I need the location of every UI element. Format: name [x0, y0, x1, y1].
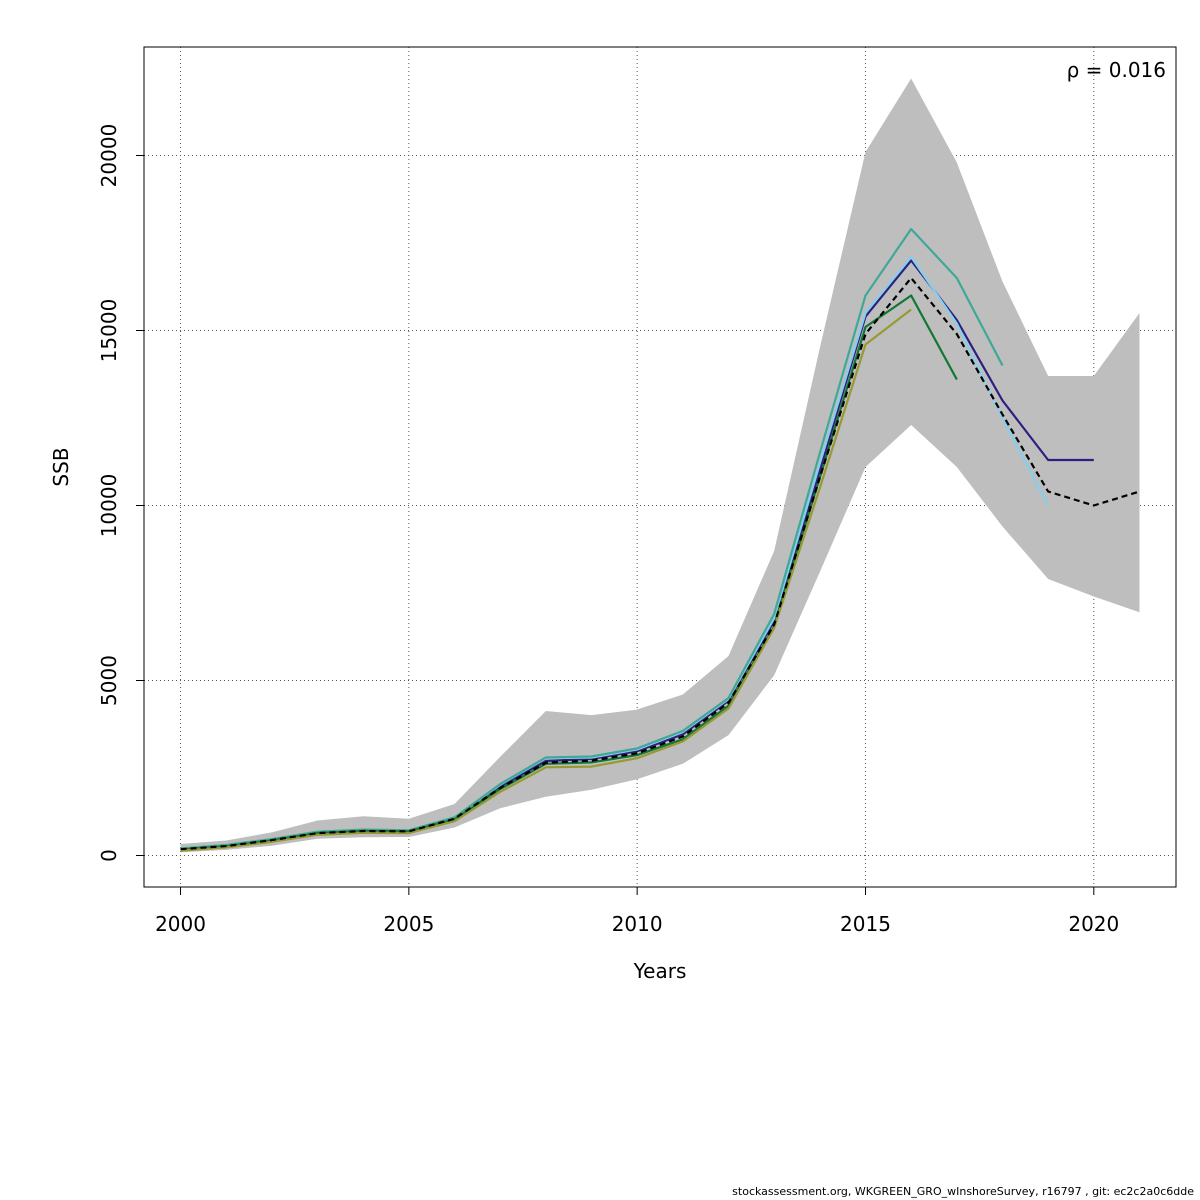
y-tick-label: 20000 — [97, 124, 121, 188]
series-line — [180, 227, 1004, 850]
x-tick-label: 2010 — [612, 912, 663, 936]
y-tick-label: 5000 — [97, 655, 121, 706]
x-tick-label: 2000 — [155, 912, 206, 936]
series-line — [180, 276, 1140, 851]
y-axis-title: SSB — [49, 447, 73, 486]
y-tick-label: 0 — [97, 849, 121, 862]
x-axis: 2000 2005 2010 2015 2020 — [155, 886, 1119, 936]
footer-caption: stockassessment.org, WKGREEN_GRO_wInshor… — [732, 1185, 1194, 1198]
y-tick-label: 15000 — [97, 299, 121, 363]
x-tick-label: 2015 — [840, 912, 891, 936]
confidence-band-area — [180, 78, 1140, 853]
confidence-band — [180, 78, 1140, 853]
y-tick-label: 10000 — [97, 474, 121, 538]
series-lines — [180, 227, 1140, 852]
series-line — [180, 308, 912, 852]
x-tick-label: 2005 — [383, 912, 434, 936]
rho-annotation: ρ = 0.016 — [1067, 58, 1166, 82]
x-axis-title: Years — [633, 959, 687, 983]
x-tick-label: 2020 — [1068, 912, 1119, 936]
y-axis: 0 5000 10000 15000 20000 — [97, 124, 145, 862]
